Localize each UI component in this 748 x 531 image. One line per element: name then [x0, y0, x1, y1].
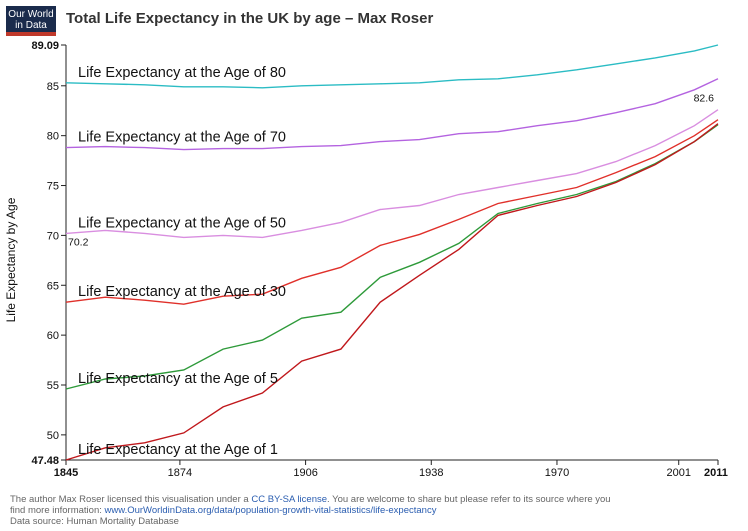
logo-line2: in Data — [15, 20, 47, 31]
chart-title: Total Life Expectancy in the UK by age –… — [66, 10, 434, 27]
x-tick-label: 1906 — [293, 467, 317, 479]
series-line-5 — [65, 123, 719, 461]
x-tick-label: 1874 — [168, 467, 192, 479]
series-label-5: Life Expectancy at the Age of 1 — [78, 442, 278, 458]
series-label-1: Life Expectancy at the Age of 70 — [78, 130, 286, 146]
axes: 47.48 50 55 60 65 70 75 80 85 89.09 1845 1874 1906 19… — [31, 40, 727, 479]
series-lines — [65, 44, 719, 461]
series-line-2 — [65, 109, 719, 239]
logo: Our World in Data — [6, 6, 56, 36]
y-tick-label: 55 — [47, 380, 59, 392]
series-labels: Life Expectancy at the Age of 80 Life Exp… — [68, 65, 714, 458]
line-chart: 47.48 50 55 60 65 70 75 80 85 89.09 1845 1874 1906 19… — [31, 40, 727, 479]
y-tick-label: 65 — [47, 280, 59, 292]
y-tick-label: 60 — [47, 330, 59, 342]
series-line-1 — [65, 78, 719, 151]
x-tick-label: 1970 — [545, 467, 569, 479]
footer-license-prefix: The author Max Roser licensed this visua… — [10, 494, 252, 505]
annotation-0: 82.6 — [694, 93, 715, 105]
annotation-1: 70.2 — [68, 236, 89, 248]
x-tick-label: 2011 — [704, 467, 728, 479]
series-label-3: Life Expectancy at the Age of 30 — [78, 284, 286, 300]
source-link[interactable]: www.OurWorldinData.org/data/population-g… — [104, 505, 437, 516]
series-line-0 — [65, 44, 719, 89]
series-line-4 — [65, 124, 719, 390]
license-link[interactable]: CC BY-SA license — [251, 494, 328, 505]
series-label-2: Life Expectancy at the Age of 50 — [78, 215, 286, 231]
y-tick-label: 47.48 — [31, 455, 59, 467]
footer-line3: Data source: Human Mortality Database — [10, 516, 179, 527]
y-tick-label: 70 — [47, 230, 59, 242]
footer-license-suffix: . You are welcome to share but please re… — [327, 494, 611, 505]
footer-source-prefix: find more information: — [10, 505, 105, 516]
logo-bar — [6, 32, 56, 36]
x-tick-label: 1938 — [419, 467, 443, 479]
logo-line1: Our World — [8, 9, 54, 20]
series-label-0: Life Expectancy at the Age of 80 — [78, 65, 286, 81]
series-label-4: Life Expectancy at the Age of 5 — [78, 371, 278, 387]
series-line-3 — [65, 119, 719, 305]
footer-line2: find more information: www.OurWorldinDat… — [10, 505, 740, 516]
footer: The author Max Roser licensed this visua… — [10, 494, 740, 527]
y-tick-label: 85 — [47, 81, 59, 93]
y-tick-label: 89.09 — [31, 40, 59, 52]
y-tick-label: 50 — [47, 430, 59, 442]
x-tick-label: 1845 — [54, 467, 78, 479]
footer-line1: The author Max Roser licensed this visua… — [10, 494, 740, 505]
y-tick-label: 80 — [47, 131, 59, 143]
x-tick-label: 2001 — [666, 467, 690, 479]
y-tick-label: 75 — [47, 181, 59, 193]
